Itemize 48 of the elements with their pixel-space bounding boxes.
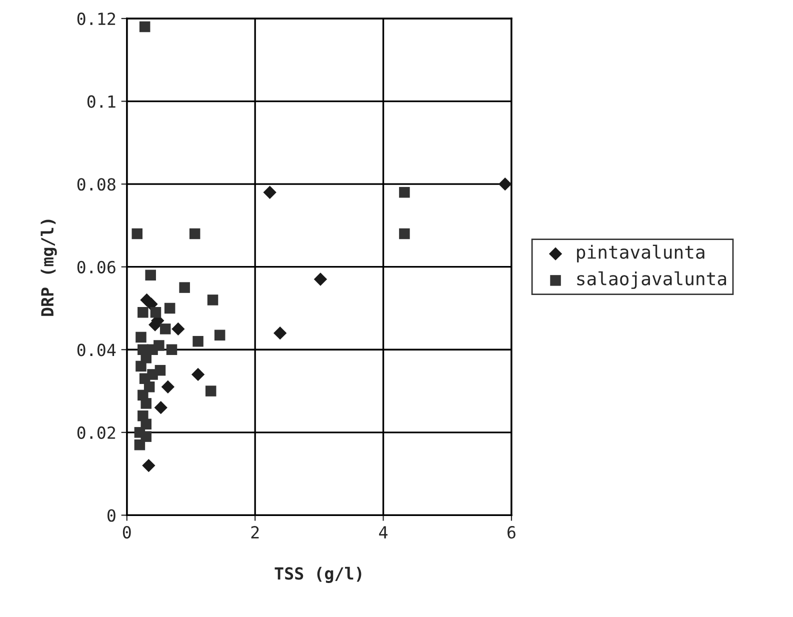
y-tick-label: 0.08: [77, 178, 116, 191]
x-tick-label: 6: [508, 526, 516, 539]
point: [314, 272, 328, 286]
point: [498, 177, 512, 191]
point: [140, 431, 152, 442]
point: [154, 340, 164, 351]
x-tick-label: 4: [379, 526, 388, 538]
point: [166, 344, 178, 356]
point: [172, 322, 185, 336]
point: [205, 386, 216, 396]
point: [140, 398, 152, 409]
point: [214, 330, 226, 341]
point: [140, 418, 152, 430]
y-axis-title: DRP (mg/l): [40, 220, 57, 316]
y-tick-label: 0.04: [77, 344, 116, 356]
point: [179, 282, 190, 293]
y-tick-label: 0: [108, 509, 116, 522]
point: [160, 324, 171, 334]
point: [399, 228, 410, 240]
point: [161, 380, 174, 394]
y-tick-label: 0.06: [77, 260, 116, 274]
legend-label: salaojavalunta: [577, 271, 726, 289]
point: [142, 458, 156, 472]
y-tick-label: 0.1: [87, 95, 116, 108]
point: [139, 21, 150, 32]
point: [144, 382, 155, 392]
point: [273, 326, 287, 340]
point: [136, 332, 146, 343]
point: [145, 270, 156, 281]
point: [207, 294, 218, 306]
point: [150, 307, 162, 318]
legend-label: pintavalunta: [577, 244, 704, 262]
point: [399, 186, 410, 198]
point: [164, 302, 176, 314]
point: [136, 360, 146, 372]
point: [263, 186, 276, 199]
y-tick-label: 0.02: [77, 426, 116, 440]
point: [192, 336, 204, 347]
point: [189, 228, 200, 240]
x-axis-title: TSS (g/l): [274, 566, 362, 583]
x-tick-label: 2: [251, 526, 259, 538]
point: [132, 228, 143, 240]
point: [138, 307, 148, 318]
y-tick-label: 0.12: [77, 12, 116, 26]
point: [191, 368, 205, 382]
point: [154, 400, 168, 414]
x-tick-label: 0: [122, 526, 131, 539]
point: [147, 369, 158, 380]
